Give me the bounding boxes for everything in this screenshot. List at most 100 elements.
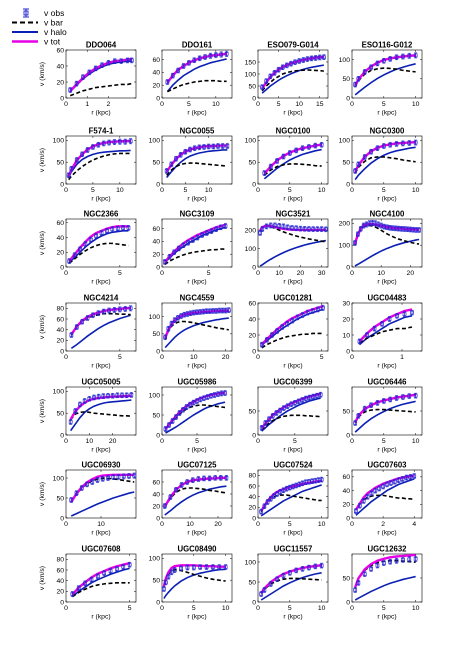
obs-marker — [163, 427, 168, 431]
panel-title: UGC05986 — [177, 378, 217, 387]
x-tick-label: 0 — [64, 270, 68, 277]
obs-point — [258, 230, 262, 236]
obs-marker — [260, 227, 265, 232]
series-group — [162, 223, 228, 266]
y-axis-label: v (km/s) — [39, 399, 46, 423]
obs-point — [313, 477, 318, 484]
obs-marker — [117, 307, 122, 312]
obs-marker — [356, 413, 361, 418]
obs-point — [289, 401, 294, 408]
y-tick-label: 40 — [152, 239, 160, 246]
obs-marker — [79, 486, 84, 490]
y-tick-label: 100 — [149, 556, 161, 563]
obs-point — [377, 485, 382, 492]
obs-point — [220, 143, 225, 149]
obs-point — [265, 499, 270, 505]
obs-marker — [275, 492, 279, 496]
x-axis-label: r (kpc) — [91, 363, 110, 370]
obs-point — [317, 54, 322, 61]
obs-marker — [168, 495, 173, 499]
obs-marker — [169, 570, 174, 575]
x-tick-label: 5 — [187, 101, 191, 108]
y-tick-label: 100 — [245, 138, 257, 145]
obs-point — [381, 483, 385, 490]
obs-marker — [355, 232, 360, 237]
obs-point — [74, 157, 79, 163]
x-tick-label: 0 — [64, 438, 68, 445]
panel-ngc2366: 0 5 0 20 40 60 NGC2366 r (kpc) v (km/s) — [39, 210, 137, 286]
obs-marker — [297, 59, 302, 63]
series-v-halo-line — [70, 491, 135, 517]
obs-point — [392, 478, 397, 485]
y-tick-label: 0 — [346, 599, 350, 606]
obs-point — [121, 473, 126, 480]
obs-point — [76, 585, 81, 591]
obs-point — [356, 161, 361, 168]
obs-point — [211, 308, 215, 314]
obs-point — [324, 226, 328, 233]
obs-point — [202, 475, 206, 482]
obs-marker — [82, 399, 87, 403]
obs-point — [128, 138, 133, 145]
obs-point — [123, 305, 128, 312]
obs-marker — [304, 396, 308, 401]
obs-marker — [311, 227, 316, 232]
obs-marker — [319, 563, 324, 568]
series-v-bar-line — [354, 408, 416, 424]
panel-title: NGC0055 — [180, 127, 215, 136]
y-tick-label: 40 — [56, 578, 64, 585]
y-tick-label: 50 — [152, 159, 160, 166]
series-v-tot-line — [354, 474, 415, 511]
obs-marker — [94, 234, 99, 238]
obs-point — [129, 57, 134, 64]
obs-point — [112, 139, 117, 145]
obs-marker — [183, 149, 188, 154]
obs-point — [260, 84, 264, 90]
obs-point — [273, 222, 277, 229]
obs-point — [179, 565, 183, 572]
obs-marker — [273, 223, 277, 228]
obs-marker — [289, 402, 294, 407]
obs-point — [187, 60, 191, 66]
obs-point — [106, 60, 111, 66]
obs-marker — [129, 393, 134, 397]
series-v-halo-line — [70, 314, 131, 349]
obs-point — [353, 420, 358, 426]
obs-marker — [284, 63, 289, 68]
obs-point — [381, 560, 386, 566]
y-tick-label: 0 — [156, 181, 160, 188]
obs-point — [268, 73, 273, 80]
obs-point — [356, 76, 361, 82]
obs-point — [319, 226, 324, 232]
obs-point — [272, 70, 277, 76]
obs-point — [223, 223, 228, 229]
obs-point — [309, 55, 314, 62]
obs-marker — [185, 480, 190, 484]
obs-point — [94, 233, 99, 239]
obs-point — [381, 58, 386, 64]
obs-point — [83, 241, 88, 247]
x-tick-label: 0 — [160, 187, 164, 194]
obs-point — [401, 140, 405, 147]
obs-point — [99, 230, 104, 236]
obs-point — [275, 491, 279, 497]
obs-marker — [290, 226, 294, 230]
series-group — [353, 392, 418, 433]
y-tick-label: 20 — [342, 316, 350, 323]
x-axis-label: r (kpc) — [91, 447, 110, 454]
series-v-halo-line — [260, 484, 322, 517]
obs-point — [101, 140, 106, 147]
series-v-tot-line — [166, 52, 227, 84]
y-tick-label: 0 — [346, 515, 350, 522]
series-group — [68, 392, 134, 432]
obs-marker — [68, 420, 73, 424]
series-group — [353, 554, 418, 601]
obs-marker — [305, 310, 310, 315]
obs-point — [263, 420, 268, 426]
y-tick-label: 0 — [156, 95, 160, 102]
obs-point — [116, 473, 121, 480]
obs-point — [218, 224, 223, 231]
obs-point — [259, 591, 264, 597]
series-v-bar-line — [354, 67, 416, 87]
y-tick-label: 50 — [152, 412, 160, 419]
